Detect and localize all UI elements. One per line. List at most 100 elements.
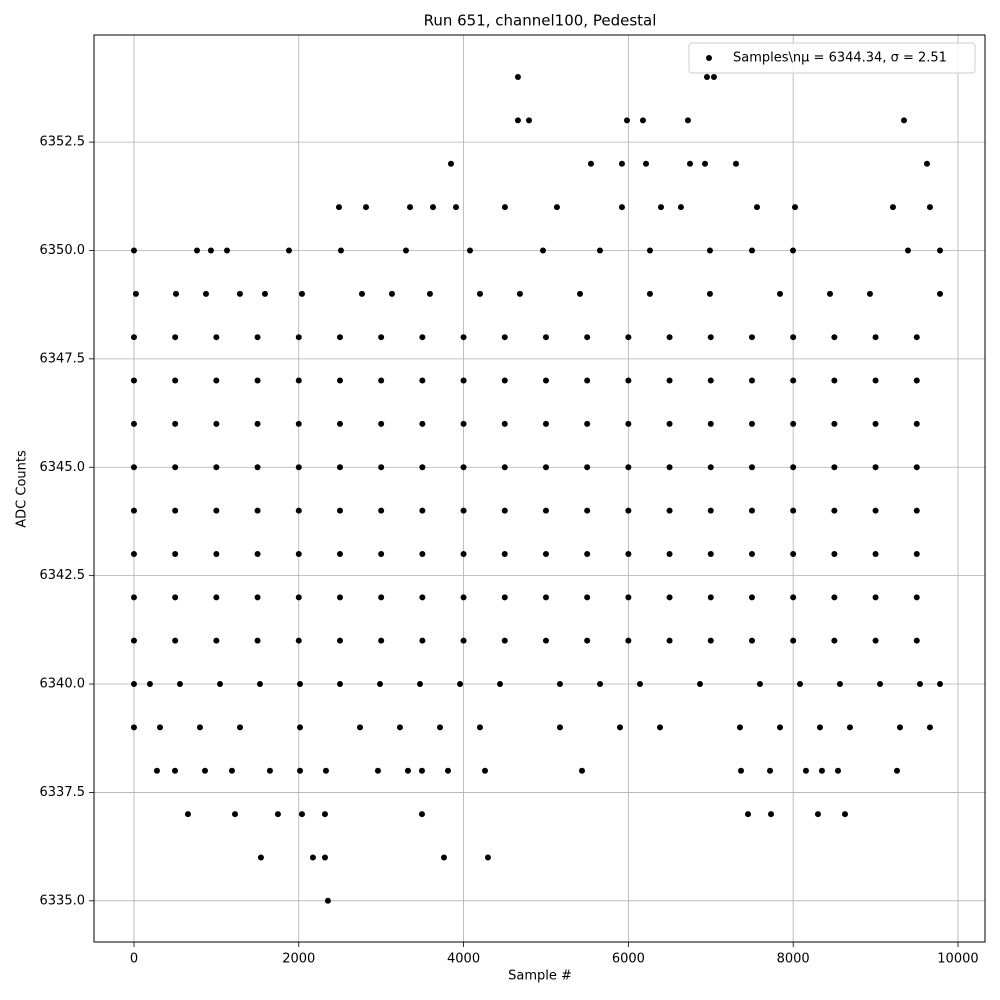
point [402, 247, 409, 254]
point [297, 767, 304, 774]
point [481, 767, 488, 774]
point [254, 550, 261, 557]
point [172, 290, 179, 297]
x-tick-label: 0 [130, 952, 138, 967]
point [767, 767, 774, 774]
point [556, 681, 563, 688]
point [584, 550, 591, 557]
point [297, 681, 304, 688]
point [378, 420, 385, 427]
point [378, 507, 385, 514]
point [130, 464, 137, 471]
point [336, 507, 343, 514]
point [896, 724, 903, 731]
point [625, 464, 632, 471]
point [484, 854, 491, 861]
point [625, 637, 632, 644]
point [295, 507, 302, 514]
point [584, 507, 591, 514]
point [707, 637, 714, 644]
point [623, 117, 630, 124]
point [707, 420, 714, 427]
point [213, 594, 220, 601]
point [913, 420, 920, 427]
legend-box [688, 42, 976, 74]
point [130, 334, 137, 341]
point [790, 334, 797, 341]
y-tick-label: 6345.0 [40, 460, 86, 475]
point [295, 550, 302, 557]
point [213, 464, 220, 471]
point [831, 334, 838, 341]
point [745, 811, 752, 818]
point [172, 420, 179, 427]
point [130, 724, 137, 731]
point [130, 681, 137, 688]
point [378, 377, 385, 384]
point [419, 594, 426, 601]
point [447, 160, 454, 167]
point [790, 247, 797, 254]
point [696, 681, 703, 688]
point [501, 637, 508, 644]
point [834, 767, 841, 774]
point [237, 724, 244, 731]
point [687, 160, 694, 167]
point [937, 290, 944, 297]
point [476, 724, 483, 731]
point [756, 681, 763, 688]
point [584, 420, 591, 427]
point [776, 724, 783, 731]
point [748, 637, 755, 644]
point [748, 334, 755, 341]
point [666, 550, 673, 557]
point [501, 507, 508, 514]
point [172, 507, 179, 514]
point [132, 290, 139, 297]
point [584, 334, 591, 341]
point [130, 507, 137, 514]
point [790, 420, 797, 427]
point [254, 594, 261, 601]
point [872, 334, 879, 341]
point [872, 377, 879, 384]
point [363, 204, 370, 211]
point [913, 550, 920, 557]
point [418, 811, 425, 818]
point [877, 681, 884, 688]
point [738, 767, 745, 774]
point [872, 507, 879, 514]
point [377, 681, 384, 688]
point [846, 724, 853, 731]
legend-marker [706, 55, 712, 61]
point [172, 464, 179, 471]
point [913, 334, 920, 341]
point [553, 204, 560, 211]
point [429, 204, 436, 211]
point [378, 334, 385, 341]
point [501, 204, 508, 211]
point [913, 637, 920, 644]
point [261, 290, 268, 297]
point [378, 594, 385, 601]
point [378, 637, 385, 644]
point [926, 724, 933, 731]
point [926, 204, 933, 211]
point [396, 724, 403, 731]
point [404, 767, 411, 774]
point [707, 377, 714, 384]
point [207, 247, 214, 254]
point [643, 160, 650, 167]
point [285, 247, 292, 254]
point [130, 594, 137, 601]
point [460, 594, 467, 601]
point [872, 637, 879, 644]
point [831, 507, 838, 514]
point [748, 377, 755, 384]
point [130, 247, 137, 254]
point [666, 334, 673, 341]
point [256, 681, 263, 688]
point [556, 724, 563, 731]
point [514, 74, 521, 81]
